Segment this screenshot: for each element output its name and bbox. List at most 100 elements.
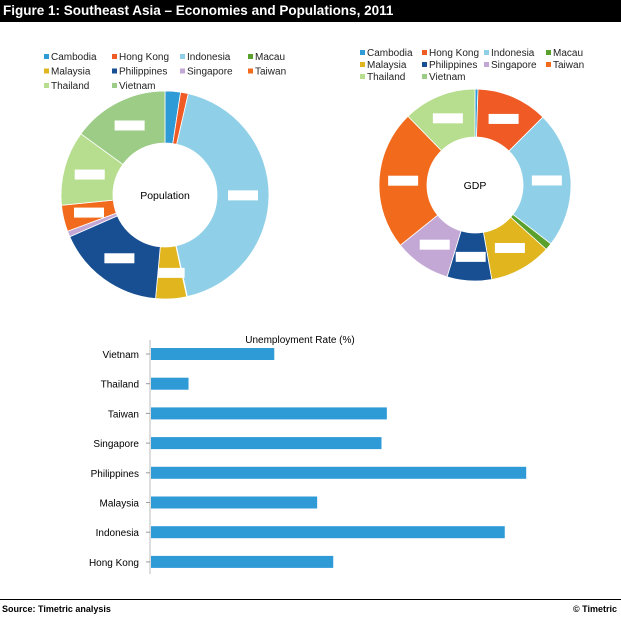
population-data-label-malaysia (154, 267, 185, 278)
gdp-legend-label-singapore: Singapore (491, 60, 537, 71)
population-legend-item-hong-kong: Hong Kong (112, 52, 169, 63)
gdp-legend-item-cambodia: Cambodia (360, 48, 413, 59)
gdp-legend-swatch-malaysia (360, 62, 365, 67)
gdp-legend-swatch-macau (546, 50, 551, 55)
gdp-legend-item-malaysia: Malaysia (360, 60, 407, 71)
gdp-legend-item-vietnam: Vietnam (422, 72, 466, 83)
gdp-data-label-indonesia (531, 175, 562, 186)
gdp-center-label: GDP (464, 180, 487, 192)
gdp-legend-item-indonesia: Indonesia (484, 48, 535, 59)
unemployment-category-taiwan: Taiwan (108, 409, 139, 420)
gdp-legend-item-macau: Macau (546, 48, 583, 59)
unemployment-category-indonesia: Indonesia (96, 528, 140, 539)
gdp-legend-label-vietnam: Vietnam (429, 72, 466, 83)
unemployment-category-philippines: Philippines (91, 469, 139, 480)
unemployment-category-malaysia: Malaysia (100, 499, 140, 510)
population-legend-label-cambodia: Cambodia (51, 52, 97, 63)
gdp-legend-swatch-vietnam (422, 74, 427, 79)
figure-title: Figure 1: Southeast Asia – Economies and… (3, 3, 394, 18)
gdp-legend-label-macau: Macau (553, 48, 583, 59)
figure-charts: Cambodia Hong Kong Indonesia Macau Malaysia P… (44, 48, 584, 574)
unemployment-category-vietnam: Vietnam (102, 350, 139, 361)
gdp-data-label-philippines (455, 251, 486, 262)
population-legend-item-singapore: Singapore (180, 67, 233, 78)
population-legend-label-philippines: Philippines (119, 67, 167, 78)
population-legend-swatch-vietnam (112, 83, 117, 88)
gdp-legend-label-thailand: Thailand (367, 72, 405, 83)
population-legend-label-thailand: Thailand (51, 81, 89, 92)
population-center-label: Population (140, 190, 190, 202)
population-legend-item-indonesia: Indonesia (180, 52, 231, 63)
gdp-legend-label-cambodia: Cambodia (367, 48, 413, 59)
gdp-legend-label-malaysia: Malaysia (367, 60, 407, 71)
population-legend-label-singapore: Singapore (187, 67, 233, 78)
population-legend-swatch-macau (248, 54, 253, 59)
population-legend-item-philippines: Philippines (112, 67, 167, 78)
population-legend-label-vietnam: Vietnam (119, 81, 156, 92)
unemployment-bar-malaysia (151, 496, 318, 509)
gdp-legend-label-hong-kong: Hong Kong (429, 48, 479, 59)
population-slice-indonesia (175, 93, 270, 298)
unemployment-bar-taiwan (151, 407, 387, 420)
unemployment-category-hong-kong: Hong Kong (89, 558, 139, 569)
gdp-legend-item-philippines: Philippines (422, 60, 477, 71)
population-legend-label-hong-kong: Hong Kong (119, 52, 169, 63)
population-data-label-philippines (104, 253, 135, 264)
unemployment-bar-philippines (151, 466, 527, 479)
gdp-legend-swatch-taiwan (546, 62, 551, 67)
population-legend-swatch-cambodia (44, 54, 49, 59)
population-data-label-taiwan (74, 207, 105, 218)
gdp-data-label-hong-kong (488, 113, 519, 124)
population-legend-swatch-singapore (180, 68, 185, 74)
gdp-legend-swatch-thailand (360, 74, 365, 79)
population-legend-item-vietnam: Vietnam (112, 81, 156, 92)
unemployment-category-thailand: Thailand (101, 380, 139, 391)
population-legend-swatch-malaysia (44, 68, 49, 74)
gdp-data-label-thailand (432, 113, 463, 124)
gdp-legend-label-taiwan: Taiwan (553, 60, 584, 71)
unemployment-category-singapore: Singapore (93, 439, 139, 450)
population-legend-swatch-taiwan (248, 68, 253, 74)
gdp-legend-item-singapore: Singapore (484, 60, 537, 71)
population-legend-label-macau: Macau (255, 52, 285, 63)
unemployment-bar-singapore (151, 437, 382, 450)
source-note: Source: Timetric analysis (2, 604, 111, 614)
population-legend-swatch-thailand (44, 83, 49, 88)
population-data-label-thailand (74, 169, 105, 180)
gdp-legend-swatch-cambodia (360, 50, 365, 55)
unemployment-bar-chart: Unemployment Rate (%) Vietnam Thailand Taiw… (89, 335, 527, 574)
population-legend-label-taiwan: Taiwan (255, 67, 286, 78)
unemployment-bar-hong-kong (151, 555, 334, 568)
gdp-data-label-taiwan (388, 175, 419, 186)
title-bar: Figure 1: Southeast Asia – Economies and… (0, 0, 621, 22)
gdp-data-label-malaysia (494, 242, 525, 253)
unemployment-chart-title: Unemployment Rate (%) (245, 335, 354, 346)
gdp-legend-swatch-indonesia (484, 50, 489, 55)
unemployment-bar-vietnam (151, 348, 275, 360)
population-legend-item-malaysia: Malaysia (44, 67, 91, 78)
gdp-legend-label-philippines: Philippines (429, 60, 477, 71)
copyright-note: © Timetric (573, 604, 617, 614)
population-legend-item-thailand: Thailand (44, 81, 89, 92)
population-data-label-vietnam (114, 120, 145, 131)
unemployment-bar-thailand (151, 377, 189, 390)
population-legend-item-macau: Macau (248, 52, 285, 63)
population-legend-label-malaysia: Malaysia (51, 67, 91, 78)
gdp-legend-item-thailand: Thailand (360, 72, 405, 83)
population-data-label-indonesia (227, 190, 258, 201)
gdp-legend-swatch-philippines (422, 62, 427, 67)
population-legend-item-cambodia: Cambodia (44, 52, 97, 63)
gdp-legend-item-taiwan: Taiwan (546, 60, 584, 71)
population-donut-chart: Cambodia Hong Kong Indonesia Macau Malaysia P… (44, 52, 286, 300)
population-legend-swatch-philippines (112, 68, 117, 74)
population-legend-swatch-indonesia (180, 54, 185, 59)
gdp-legend-item-hong-kong: Hong Kong (422, 48, 479, 59)
gdp-donut-chart: Cambodia Hong Kong Indonesia Macau Malaysia P… (360, 48, 584, 282)
population-legend-label-indonesia: Indonesia (187, 52, 231, 63)
gdp-data-label-singapore (419, 239, 450, 250)
population-legend-item-taiwan: Taiwan (248, 67, 286, 78)
footer-divider (0, 599, 621, 600)
population-legend-swatch-hong-kong (112, 54, 117, 59)
gdp-legend-label-indonesia: Indonesia (491, 48, 535, 59)
unemployment-bar-indonesia (151, 526, 505, 539)
